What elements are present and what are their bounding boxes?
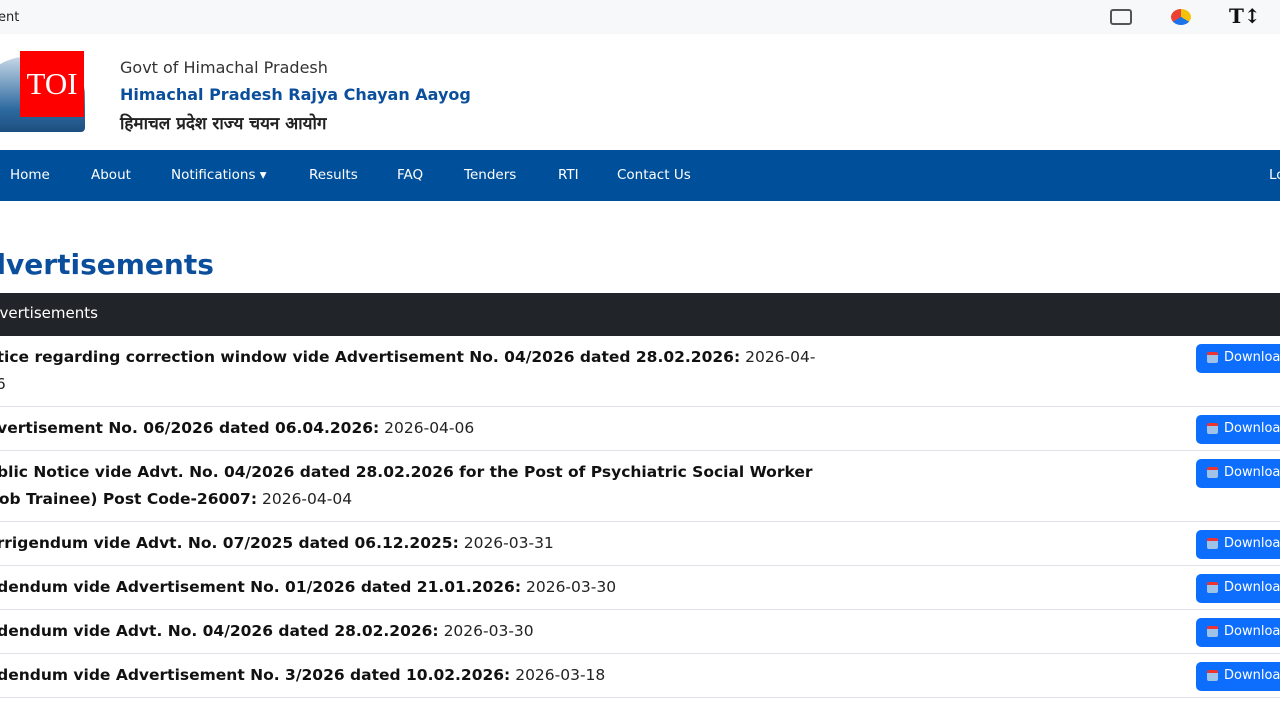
download-icon xyxy=(1207,670,1218,681)
download-label: Downloa xyxy=(1224,668,1280,683)
table-header: dvertisements xyxy=(0,293,1280,336)
download-label: Downloa xyxy=(1224,421,1280,436)
row-title: ddendum vide Advertisement No. 01/2026 d… xyxy=(0,578,522,596)
download-button[interactable]: Downloa xyxy=(1196,618,1280,647)
table-row: ublic Notice vide Advt. No. 04/2026 date… xyxy=(0,451,1280,522)
table-row: ddendum vide Advertisement No. 3/2026 da… xyxy=(0,654,1280,698)
row-date: 2026-03-30 xyxy=(525,578,617,596)
row-title: dvertisement No. 06/2026 dated 06.04.202… xyxy=(0,419,380,437)
row-text: ddendum vide Advertisement No. 3/2026 da… xyxy=(0,662,816,689)
row-title: ublic Notice vide Advt. No. 04/2026 date… xyxy=(0,463,813,508)
download-button[interactable]: Downloa xyxy=(1196,530,1280,559)
table-row: ddendum vide Advertisement No. 01/2026 d… xyxy=(0,566,1280,610)
table-header-label: dvertisements xyxy=(0,304,98,322)
row-text: dvertisement No. 06/2026 dated 06.04.202… xyxy=(0,415,816,442)
download-label: Downloa xyxy=(1224,465,1280,480)
top-toolbar: ent T↕ xyxy=(0,0,1280,34)
text-size-icon[interactable]: T↕ xyxy=(1229,4,1261,28)
row-title: orrigendum vide Advt. No. 07/2025 dated … xyxy=(0,534,459,552)
download-label: Downloa xyxy=(1224,580,1280,595)
table-row: dvertisement No. 06/2026 dated 06.04.202… xyxy=(0,407,1280,451)
toi-watermark-logo: TOI xyxy=(20,51,84,117)
download-label: Downloa xyxy=(1224,350,1280,365)
row-date: 2026-03-30 xyxy=(443,622,534,640)
table-row: orrigendum vide Advt. No. 07/2025 dated … xyxy=(0,522,1280,566)
table-row: ddendum vide Advt. No. 04/2026 dated 28.… xyxy=(0,610,1280,654)
download-button[interactable]: Downloa xyxy=(1196,415,1280,444)
download-label: Downloa xyxy=(1224,624,1280,639)
row-date: 2026-04-06 xyxy=(0,348,816,393)
download-button[interactable]: Downloa xyxy=(1196,574,1280,603)
nav-notifications[interactable]: Notifications ▾ xyxy=(171,167,267,183)
nav-home[interactable]: Home xyxy=(10,167,50,183)
download-icon xyxy=(1207,423,1218,434)
row-date: 2026-04-06 xyxy=(384,419,475,437)
download-icon xyxy=(1207,467,1218,478)
nav-results[interactable]: Results xyxy=(309,167,358,183)
row-date: 2026-03-18 xyxy=(515,666,606,684)
download-icon xyxy=(1207,582,1218,593)
nav-rti[interactable]: RTI xyxy=(558,167,579,183)
govt-name: Govt of Himachal Pradesh xyxy=(120,58,328,77)
color-contrast-icon[interactable] xyxy=(1171,9,1191,25)
download-button[interactable]: Downloa xyxy=(1196,344,1280,373)
org-name-hindi: हिमाचल प्रदेश राज्य चयन आयोग xyxy=(120,114,327,134)
nav-tenders[interactable]: Tenders xyxy=(464,167,517,183)
row-title: ddendum vide Advertisement No. 3/2026 da… xyxy=(0,666,511,684)
table-row: otice regarding correction window vide A… xyxy=(0,336,1280,407)
row-text: ublic Notice vide Advt. No. 04/2026 date… xyxy=(0,459,816,513)
page-title: dvertisements xyxy=(0,248,214,281)
nav-faq[interactable]: FAQ xyxy=(397,167,424,183)
download-label: Downloa xyxy=(1224,536,1280,551)
nav-contact[interactable]: Contact Us xyxy=(617,167,691,183)
download-icon xyxy=(1207,352,1218,363)
nav-about[interactable]: About xyxy=(91,167,131,183)
download-icon xyxy=(1207,626,1218,637)
row-title: otice regarding correction window vide A… xyxy=(0,348,741,366)
partial-text: ent xyxy=(0,10,20,25)
download-icon xyxy=(1207,538,1218,549)
org-name[interactable]: Himachal Pradesh Rajya Chayan Aayog xyxy=(120,85,471,104)
advertisements-table: otice regarding correction window vide A… xyxy=(0,336,1280,698)
row-date: 2026-04-04 xyxy=(261,490,353,508)
row-text: ddendum vide Advertisement No. 01/2026 d… xyxy=(0,574,816,601)
row-date: 2026-03-31 xyxy=(463,534,554,552)
row-title: ddendum vide Advt. No. 04/2026 dated 28.… xyxy=(0,622,439,640)
row-text: ddendum vide Advt. No. 04/2026 dated 28.… xyxy=(0,618,816,645)
reader-mode-icon[interactable] xyxy=(1110,9,1132,25)
site-header: TOI Govt of Himachal Pradesh Himachal Pr… xyxy=(0,34,1280,150)
row-text: orrigendum vide Advt. No. 07/2025 dated … xyxy=(0,530,816,557)
download-button[interactable]: Downloa xyxy=(1196,459,1280,488)
main-nav: Home About Notifications ▾ Results FAQ T… xyxy=(0,150,1280,201)
nav-login[interactable]: Lo xyxy=(1269,167,1280,183)
download-button[interactable]: Downloa xyxy=(1196,662,1280,691)
row-text: otice regarding correction window vide A… xyxy=(0,344,816,398)
